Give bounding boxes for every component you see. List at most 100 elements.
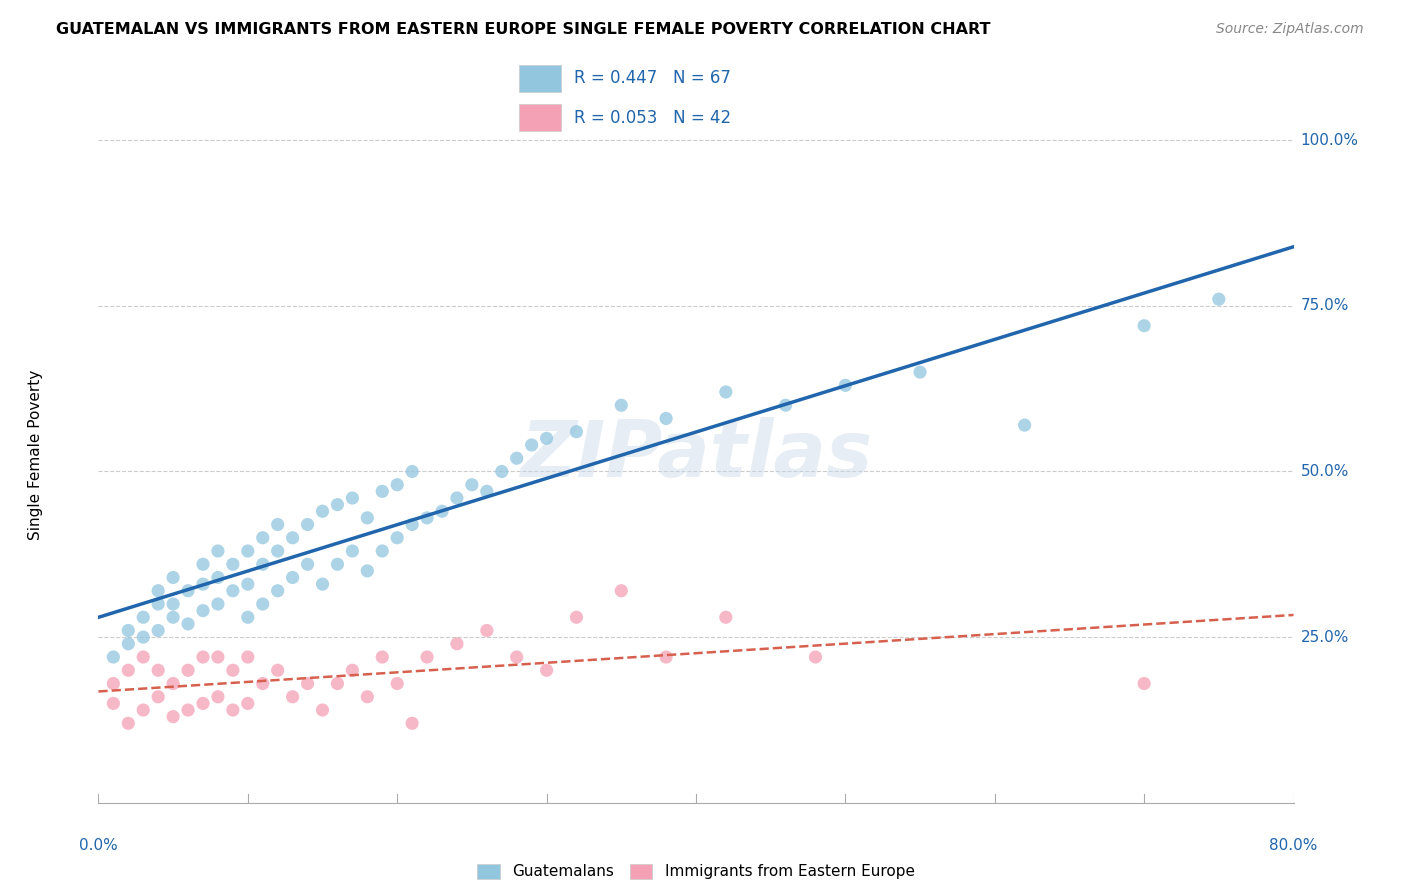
Point [475, 624, 498, 638]
Text: GUATEMALAN VS IMMIGRANTS FROM EASTERN EUROPE SINGLE FEMALE POVERTY CORRELATION C: GUATEMALAN VS IMMIGRANTS FROM EASTERN EU… [56, 22, 991, 37]
Point [162, 570, 184, 584]
Point [103, 650, 125, 665]
Point [401, 716, 423, 731]
Point [117, 716, 139, 731]
Point [311, 577, 333, 591]
Text: Single Female Poverty: Single Female Poverty [28, 370, 42, 540]
Point [252, 531, 274, 545]
Point [342, 663, 364, 677]
Point [461, 477, 484, 491]
Point [385, 477, 409, 491]
Text: 75.0%: 75.0% [1301, 298, 1348, 313]
Point [207, 690, 229, 704]
Point [401, 517, 423, 532]
Point [565, 610, 588, 624]
Point [162, 676, 184, 690]
Point [356, 564, 378, 578]
Point [430, 504, 453, 518]
Point [191, 577, 214, 591]
Point [655, 650, 678, 665]
Point [356, 690, 378, 704]
Point [834, 378, 856, 392]
Point [132, 610, 155, 624]
Point [236, 650, 259, 665]
Point [117, 637, 139, 651]
Point [536, 431, 558, 445]
Point [191, 558, 214, 572]
Point [207, 650, 229, 665]
Point [610, 398, 633, 412]
Point [148, 690, 170, 704]
Point [326, 558, 349, 572]
Point [446, 491, 468, 505]
Point [385, 531, 409, 545]
Point [177, 703, 200, 717]
Point [117, 624, 139, 638]
Point [162, 610, 184, 624]
Point [191, 697, 214, 711]
Point [297, 558, 319, 572]
Point [401, 465, 423, 479]
Text: Source: ZipAtlas.com: Source: ZipAtlas.com [1216, 22, 1364, 37]
Point [804, 650, 827, 665]
Point [446, 637, 468, 651]
Point [908, 365, 931, 379]
Point [356, 511, 378, 525]
Point [148, 597, 170, 611]
Point [297, 517, 319, 532]
Text: 25.0%: 25.0% [1301, 630, 1348, 645]
Point [1133, 676, 1156, 690]
Point [236, 610, 259, 624]
Point [775, 398, 797, 412]
Point [132, 703, 155, 717]
Point [475, 484, 498, 499]
Point [177, 663, 200, 677]
Text: 50.0%: 50.0% [1301, 464, 1348, 479]
Point [267, 517, 290, 532]
Point [371, 544, 394, 558]
Point [252, 597, 274, 611]
FancyBboxPatch shape [519, 65, 561, 92]
Point [281, 570, 304, 584]
Point [191, 650, 214, 665]
Point [536, 663, 558, 677]
Point [267, 663, 290, 677]
Point [520, 438, 543, 452]
Text: R = 0.053   N = 42: R = 0.053 N = 42 [574, 109, 731, 127]
Point [311, 504, 333, 518]
Text: 0.0%: 0.0% [79, 838, 118, 854]
Point [342, 544, 364, 558]
Point [416, 650, 439, 665]
Point [506, 451, 529, 466]
Point [714, 384, 737, 399]
Point [177, 616, 200, 631]
Point [416, 511, 439, 525]
Point [506, 650, 529, 665]
Point [565, 425, 588, 439]
Point [236, 577, 259, 591]
Point [103, 676, 125, 690]
Point [326, 676, 349, 690]
Point [222, 583, 245, 598]
Point [385, 676, 409, 690]
Point [297, 676, 319, 690]
Point [1133, 318, 1156, 333]
Point [371, 650, 394, 665]
Point [103, 697, 125, 711]
Point [132, 650, 155, 665]
Point [132, 630, 155, 644]
FancyBboxPatch shape [519, 104, 561, 131]
Point [252, 676, 274, 690]
Point [342, 491, 364, 505]
Point [148, 583, 170, 598]
Point [162, 597, 184, 611]
Point [191, 604, 214, 618]
Point [236, 697, 259, 711]
Text: R = 0.447   N = 67: R = 0.447 N = 67 [574, 70, 731, 87]
Point [148, 624, 170, 638]
Point [207, 570, 229, 584]
Point [117, 663, 139, 677]
Point [714, 610, 737, 624]
Legend: Guatemalans, Immigrants from Eastern Europe: Guatemalans, Immigrants from Eastern Eur… [471, 857, 921, 886]
Point [281, 690, 304, 704]
